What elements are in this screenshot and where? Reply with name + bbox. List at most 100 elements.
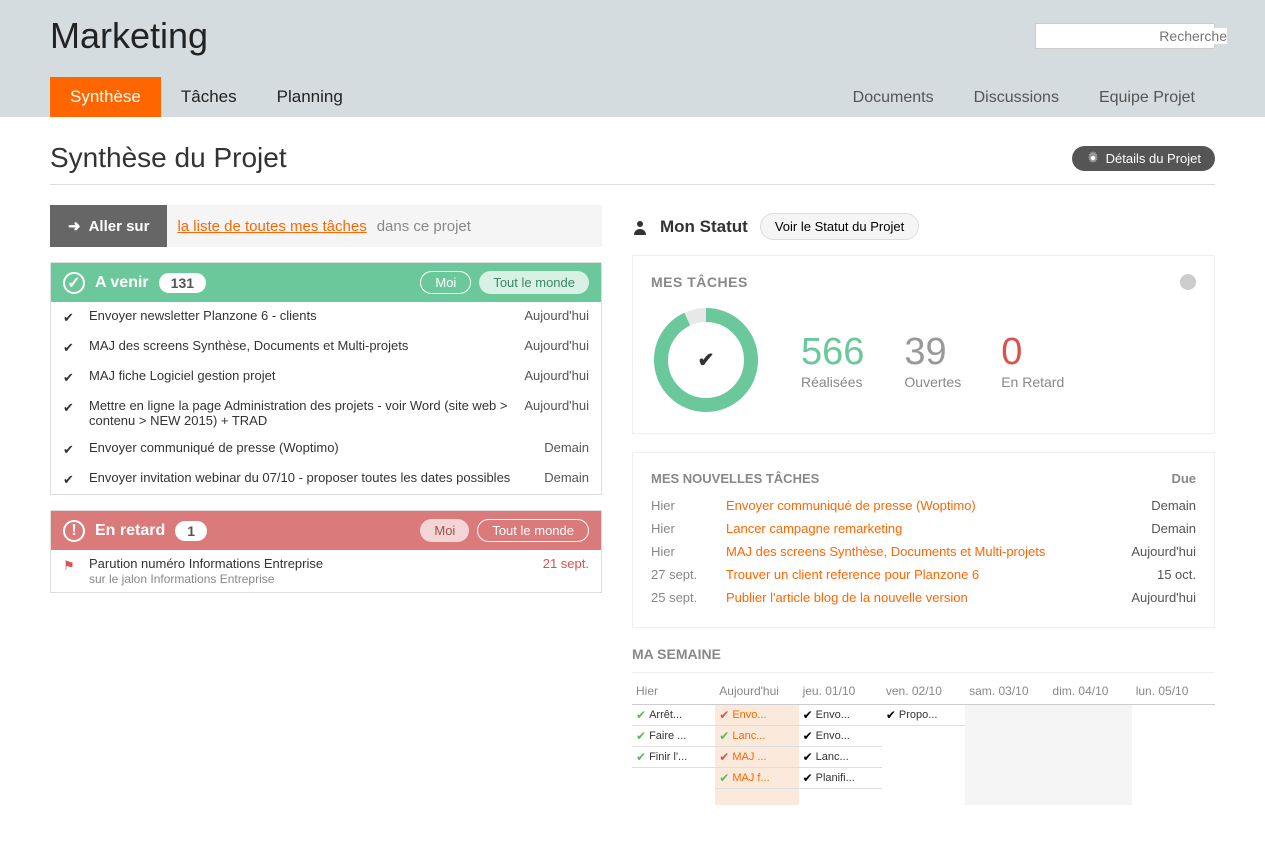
nav-tab[interactable]: Discussions — [954, 79, 1079, 117]
week-cell-text: Envo... — [816, 709, 850, 721]
week-cell[interactable]: ✔ Propo... — [882, 705, 965, 726]
check-icon: ✔ — [803, 750, 813, 764]
stat-label: En Retard — [1001, 374, 1064, 390]
search-input[interactable] — [1046, 28, 1227, 44]
task-text: MAJ des screens Synthèse, Documents et M… — [89, 338, 514, 353]
week-cell[interactable]: ✔ Envo... — [799, 705, 882, 726]
info-icon[interactable] — [1180, 274, 1196, 290]
week-cell[interactable]: ✔ Finir l'... — [632, 747, 715, 768]
task-text: Envoyer newsletter Planzone 6 - clients — [89, 308, 514, 323]
view-project-status-button[interactable]: Voir le Statut du Projet — [760, 213, 919, 240]
gear-icon — [1086, 151, 1100, 165]
week-cell-text: Faire ... — [649, 730, 686, 742]
week-cell[interactable]: ✔ Envo... — [799, 726, 882, 747]
new-task-due: Demain — [1111, 498, 1196, 513]
task-date: Demain — [544, 440, 589, 455]
upcoming-header: ✓ A venir 131 Moi Tout le monde — [51, 263, 601, 302]
task-row[interactable]: ✔ Envoyer invitation webinar du 07/10 - … — [51, 464, 601, 494]
page-title: Synthèse du Projet — [50, 142, 287, 174]
goto-link[interactable]: la liste de toutes mes tâches — [167, 218, 376, 235]
new-task-due: Aujourd'hui — [1111, 590, 1196, 605]
task-date: Aujourd'hui — [524, 308, 589, 323]
nav-tab[interactable]: Synthèse — [50, 77, 161, 117]
check-icon: ✔ — [719, 750, 729, 764]
upcoming-filter-me[interactable]: Moi — [420, 271, 471, 294]
late-count-badge: 1 — [175, 521, 207, 541]
new-task-row[interactable]: Hier MAJ des screens Synthèse, Documents… — [651, 540, 1196, 563]
new-task-due: 15 oct. — [1111, 567, 1196, 582]
upcoming-panel: ✓ A venir 131 Moi Tout le monde ✔ Envoye… — [50, 262, 602, 495]
new-task-title: Envoyer communiqué de presse (Woptimo) — [726, 498, 1111, 513]
week-cell[interactable]: ✔ Lanc... — [715, 726, 798, 747]
week-day-header: Aujourd'hui — [715, 678, 798, 705]
check-icon: ✔ — [63, 370, 79, 386]
new-task-row[interactable]: Hier Envoyer communiqué de presse (Wopti… — [651, 494, 1196, 517]
new-task-row[interactable]: 27 sept. Trouver un client reference pou… — [651, 563, 1196, 586]
goto-bar: ➜ Aller sur la liste de toutes mes tâche… — [50, 205, 602, 247]
new-tasks-list[interactable]: Hier Envoyer communiqué de presse (Wopti… — [651, 494, 1196, 609]
main-nav: SynthèseTâchesPlanning DocumentsDiscussi… — [50, 77, 1215, 117]
week-cell[interactable]: ✔ MAJ ... — [715, 747, 798, 768]
new-task-row[interactable]: 25 sept. Publier l'article blog de la no… — [651, 586, 1196, 609]
task-row[interactable]: ✔ MAJ fiche Logiciel gestion projet Aujo… — [51, 362, 601, 392]
task-text: MAJ fiche Logiciel gestion projet — [89, 368, 514, 383]
goto-label: ➜ Aller sur — [50, 205, 167, 247]
late-filter-all[interactable]: Tout le monde — [477, 519, 589, 542]
nav-tab[interactable]: Documents — [833, 79, 954, 117]
task-date: Aujourd'hui — [524, 338, 589, 353]
week-cell[interactable]: ✔ Envo... — [715, 705, 798, 726]
late-task-list: ⚑ Parution numéro Informations Entrepris… — [51, 550, 601, 592]
week-cell[interactable]: ✔ Lanc... — [799, 747, 882, 768]
task-row[interactable]: ✔ Envoyer newsletter Planzone 6 - client… — [51, 302, 601, 332]
check-icon: ✔ — [719, 729, 729, 743]
week-column — [965, 705, 1048, 805]
task-date: Demain — [544, 470, 589, 485]
check-icon: ✔ — [63, 310, 79, 326]
check-icon: ✔ — [636, 708, 646, 722]
check-icon: ✔ — [719, 771, 729, 785]
nav-tab[interactable]: Equipe Projet — [1079, 79, 1215, 117]
project-details-button[interactable]: Détails du Projet — [1072, 146, 1215, 171]
check-icon: ✔ — [63, 400, 79, 416]
week-cell[interactable]: ✔ Planifi... — [799, 768, 882, 789]
new-task-due: Demain — [1111, 521, 1196, 536]
upcoming-filter-all[interactable]: Tout le monde — [479, 271, 589, 294]
new-task-title: MAJ des screens Synthèse, Documents et M… — [726, 544, 1111, 559]
week-cell-text: Planifi... — [816, 772, 855, 784]
week-day-header: ven. 02/10 — [882, 678, 965, 705]
week-cell[interactable]: ✔ MAJ f... — [715, 768, 798, 789]
week-column: ✔ Propo... — [882, 705, 965, 805]
page-header: Synthèse du Projet Détails du Projet — [50, 142, 1215, 185]
week-cell[interactable]: ✔ Faire ... — [632, 726, 715, 747]
late-panel: ! En retard 1 Moi Tout le monde ⚑ Paruti… — [50, 510, 602, 593]
stat-value: 566 — [801, 331, 864, 374]
new-task-title: Trouver un client reference pour Planzon… — [726, 567, 1111, 582]
stat-label: Ouvertes — [904, 374, 961, 390]
nav-tab[interactable]: Planning — [257, 77, 363, 117]
task-row[interactable]: ✔ MAJ des screens Synthèse, Documents et… — [51, 332, 601, 362]
week-cell[interactable]: ✔ Arrêt... — [632, 705, 715, 726]
nav-tab[interactable]: Tâches — [161, 77, 257, 117]
check-icon: ✔ — [719, 708, 729, 722]
late-header: ! En retard 1 Moi Tout le monde — [51, 511, 601, 550]
new-task-date: 25 sept. — [651, 590, 726, 605]
new-task-title: Lancer campagne remarketing — [726, 521, 1111, 536]
goto-suffix: dans ce projet — [377, 218, 471, 235]
tasks-donut-chart: ✔ — [651, 305, 761, 415]
task-row[interactable]: ✔ Mettre en ligne la page Administration… — [51, 392, 601, 434]
week-column: ✔ Envo...✔ Lanc...✔ MAJ ...✔ MAJ f... — [715, 705, 798, 805]
check-icon: ✔ — [636, 729, 646, 743]
task-date: 21 sept. — [543, 556, 589, 571]
upcoming-task-list[interactable]: ✔ Envoyer newsletter Planzone 6 - client… — [51, 302, 601, 494]
check-icon: ✔ — [803, 708, 813, 722]
task-row[interactable]: ✔ Envoyer communiqué de presse (Woptimo)… — [51, 434, 601, 464]
arrow-right-icon: ➜ — [68, 217, 81, 235]
week-cell-text: Finir l'... — [649, 751, 687, 763]
task-date: Aujourd'hui — [524, 368, 589, 383]
search-box[interactable] — [1035, 23, 1215, 49]
new-task-row[interactable]: Hier Lancer campagne remarketing Demain — [651, 517, 1196, 540]
late-filter-me[interactable]: Moi — [420, 519, 469, 542]
week-column — [1132, 705, 1215, 805]
check-icon: ✔ — [63, 442, 79, 458]
task-row[interactable]: ⚑ Parution numéro Informations Entrepris… — [51, 550, 601, 592]
